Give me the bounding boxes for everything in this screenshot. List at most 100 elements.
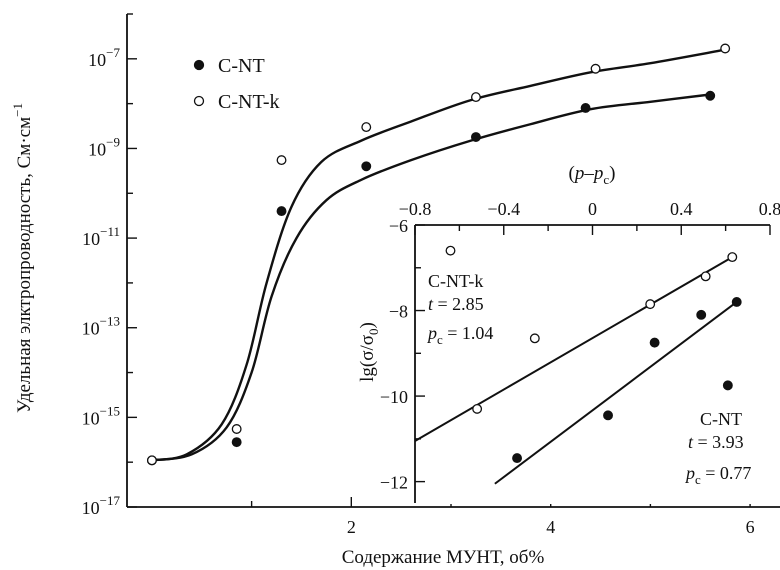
main-y-axis-title-text: Удельная элктропроводность, См·см <box>14 117 35 413</box>
main-y-tick-base: 10 <box>82 229 100 249</box>
main-x-tick-label: 4 <box>546 517 555 537</box>
main-y-tick-label: 10−7 <box>88 45 120 70</box>
fit-line-c-nt-k <box>414 256 733 442</box>
annotation-c-nt-t-symbol: t <box>688 432 694 452</box>
main-x-tick-label: 2 <box>347 517 356 537</box>
annotation-c-nt-k-p-symbol: p <box>426 323 437 343</box>
inset-y-title-sub: 0 <box>366 328 381 335</box>
inset-point-c-nt <box>603 410 613 421</box>
annotation-c-nt-p-sub: c <box>695 472 701 487</box>
main-y-tick-base: 10 <box>88 50 106 70</box>
inset-point-c-nt <box>696 309 707 320</box>
annotation-c-nt-p-value: = 0.77 <box>701 463 752 483</box>
point-c-nt-k <box>231 424 242 434</box>
inset-point-c-nt-k <box>645 299 656 310</box>
inset-point-c-nt-k <box>727 252 738 263</box>
annotation-c-nt-k-t-value: = 2.85 <box>433 294 484 314</box>
point-c-nt-k <box>470 92 481 103</box>
main-axes <box>126 14 780 508</box>
annotation-c-nt-t-value: = 3.93 <box>693 432 744 452</box>
inset-x-title-dash: – <box>583 163 594 184</box>
inset-x-title-p: p <box>573 163 585 184</box>
main-x-axis-title: Содержание МУНТ, об% <box>342 547 545 568</box>
point-c-nt <box>580 103 591 113</box>
inset-x-title-open: ( <box>569 163 575 184</box>
annotation-c-nt-t: t = 3.93 <box>688 432 744 452</box>
main-y-tick-base: 10 <box>88 139 106 159</box>
point-c-nt-k <box>720 43 731 54</box>
point-c-nt <box>470 132 481 142</box>
inset-point-c-nt <box>722 380 733 391</box>
legend-label-c-nt: C-NT <box>218 55 265 77</box>
main-x-tick-label: 6 <box>746 517 755 537</box>
inset-chart: −0.8 −0.4 0 0.4 0.8 −6−8−10−12 (p–pc) lg(σ/σ… <box>357 163 780 504</box>
main-y-tick-exponent: −9 <box>106 134 120 149</box>
main-y-tick-exponent: −13 <box>100 314 120 329</box>
point-c-nt <box>705 90 716 101</box>
point-c-nt-k <box>590 63 601 74</box>
annotation-c-nt: C-NT t = 3.93 pc = 0.77 <box>684 409 751 487</box>
inset-x-tick-label: −0.4 <box>487 199 520 219</box>
main-y-tick-label: 10−11 <box>82 224 120 249</box>
main-y-tick-base: 10 <box>82 319 100 339</box>
inset-point-c-nt-k <box>445 245 456 256</box>
annotation-c-nt-k-p-value: = 1.04 <box>443 323 494 343</box>
legend-label-c-nt-k: C-NT-k <box>218 91 279 113</box>
inset-x-title-p2: p <box>592 163 604 184</box>
annotation-c-nt-k: C-NT-k t = 2.85 pc = 1.04 <box>426 271 493 347</box>
main-y-tick-exponent: −17 <box>100 493 121 508</box>
inset-y-axis-title: lg(σ/σ0) <box>357 322 381 382</box>
main-y-tick-label: 10−9 <box>88 134 120 159</box>
inset-point-c-nt-k <box>472 403 483 414</box>
inset-fit-lines <box>414 256 738 485</box>
main-y-axis-title: Удельная элктропроводность, См·см−1 <box>10 103 35 413</box>
main-y-tick-exponent: −7 <box>106 45 120 60</box>
inset-points <box>445 245 742 464</box>
annotation-c-nt-k-t-symbol: t <box>428 294 434 314</box>
annotation-c-nt-p-symbol: p <box>684 463 695 483</box>
inset-x-title-sub: c <box>603 172 609 187</box>
inset-y-tick-label: −10 <box>380 387 408 407</box>
inset-point-c-nt-k <box>529 333 540 344</box>
inset-point-c-nt <box>512 453 523 464</box>
main-y-tick-exponent: −11 <box>100 224 120 239</box>
point-c-nt-k <box>361 122 372 133</box>
main-y-tick-label: 10−13 <box>82 314 120 339</box>
inset-x-tick-label: −0.8 <box>399 199 432 219</box>
annotation-c-nt-k-name: C-NT-k <box>428 271 483 291</box>
inset-x-axis-title: (p–pc) <box>569 163 616 187</box>
point-c-nt <box>276 206 287 217</box>
inset-x-ticks: −0.8 −0.4 0 0.4 0.8 <box>399 199 780 235</box>
inset-y-title-main: lg(σ/σ <box>357 335 378 382</box>
inset-y-tick-label: −6 <box>389 216 408 236</box>
curve-c-nt-k <box>151 48 726 462</box>
inset-x-title-close: ) <box>609 163 615 184</box>
annotation-c-nt-k-p-sub: c <box>437 332 443 347</box>
inset-y-tick-label: −12 <box>380 473 408 493</box>
legend-marker-c-nt-k <box>193 95 205 107</box>
main-y-tick-label: 10−17 <box>82 493 121 518</box>
annotation-c-nt-k-t: t = 2.85 <box>428 294 484 314</box>
annotation-c-nt-name: C-NT <box>700 409 742 429</box>
inset-y-ticks: −6 −8 −10 −12 <box>380 216 425 493</box>
legend-marker-c-nt <box>193 59 205 71</box>
point-c-nt <box>231 437 242 448</box>
fit-line-c-nt <box>494 301 738 485</box>
inset-y-tick-label: −8 <box>389 302 408 322</box>
annotation-c-nt-k-pc: pc = 1.04 <box>426 323 493 347</box>
point-c-nt-k <box>276 155 287 166</box>
legend: C-NT C-NT-k <box>193 55 279 113</box>
main-y-tick-label: 10−15 <box>82 403 120 428</box>
inset-background <box>415 194 771 504</box>
inset-point-c-nt <box>649 337 660 348</box>
annotation-c-nt-pc: pc = 0.77 <box>684 463 751 487</box>
main-y-tick-exponent: −15 <box>100 403 120 418</box>
inset-x-tick-label: 0.8 <box>759 199 780 219</box>
inset-point-c-nt-k <box>700 271 711 282</box>
main-y-tick-base: 10 <box>82 498 100 518</box>
main-points <box>146 43 731 466</box>
main-y-axis-title-exponent: −1 <box>10 103 25 117</box>
inset-point-c-nt <box>731 297 742 307</box>
